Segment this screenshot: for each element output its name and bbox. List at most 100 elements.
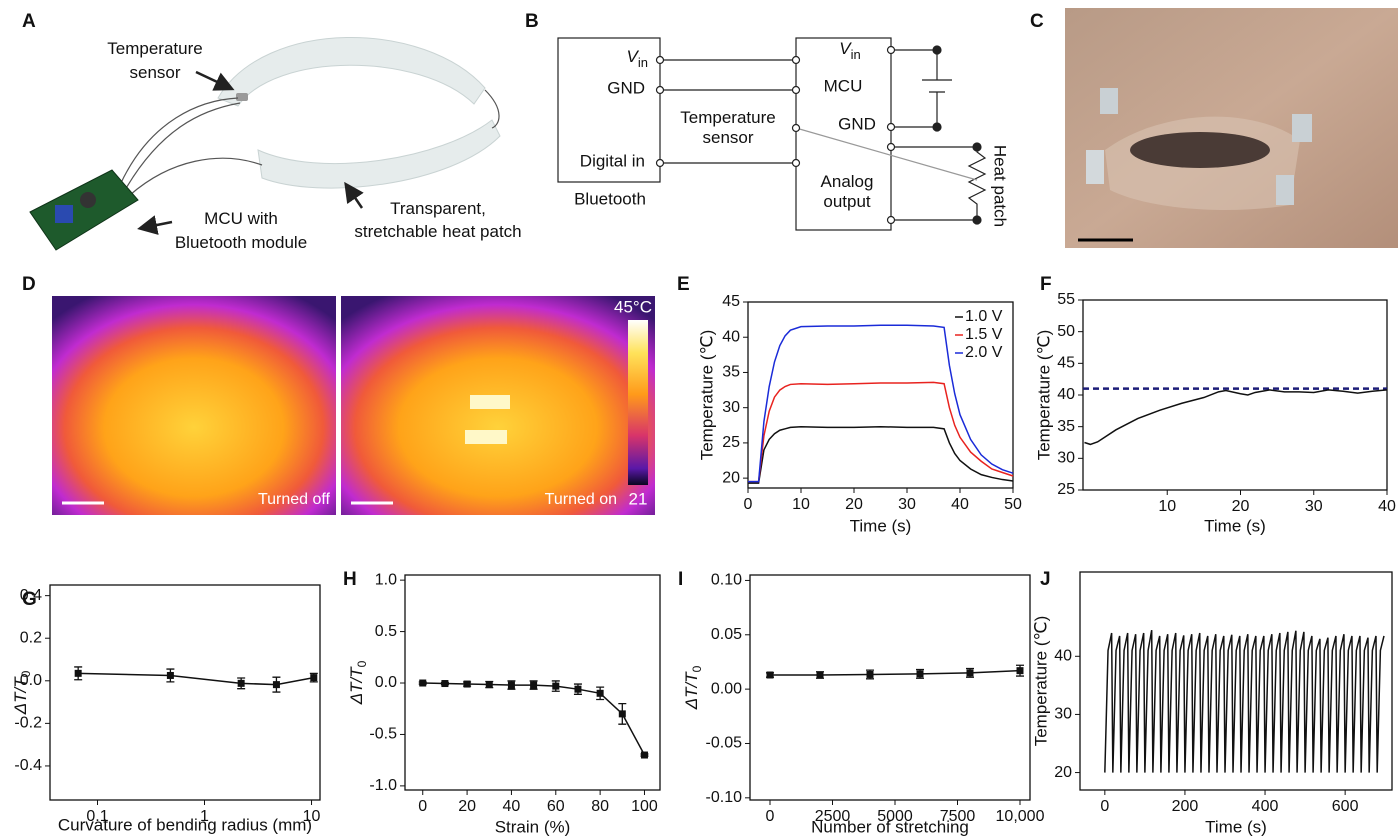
x-axis-label: Time (s) <box>1204 516 1266 535</box>
annotation-line: sensor <box>129 63 180 82</box>
battery <box>80 192 96 208</box>
data-point <box>967 669 974 676</box>
x-tick-label: 40 <box>1378 498 1396 515</box>
data-point <box>530 682 537 689</box>
data-point <box>1017 667 1024 674</box>
x-tick-label: 0 <box>1100 798 1109 815</box>
eye <box>1130 132 1270 168</box>
y-axis-label: ΔT/T0 <box>347 660 369 705</box>
data-point <box>419 680 426 687</box>
data-line <box>748 382 1013 481</box>
x-tick-label: 50 <box>1004 496 1022 513</box>
y-tick-label: 40 <box>1057 386 1075 403</box>
x-tick-label: 100 <box>631 798 658 815</box>
electrode <box>1292 114 1312 142</box>
y-axis-label-sub: 0 <box>19 670 33 677</box>
panel-label: C <box>1030 11 1044 32</box>
label-line: sensor <box>702 128 753 147</box>
panel-label: B <box>525 11 539 32</box>
x-tick-label: 0 <box>418 798 427 815</box>
arrow <box>196 72 230 88</box>
y-axis-label-sub: 0 <box>355 660 369 667</box>
y-axis-label-sub: 0 <box>690 665 704 672</box>
chart: I025005000750010,000-0.10-0.050.000.050.… <box>678 569 1045 836</box>
component-label: Temperaturesensor <box>680 108 775 147</box>
annotation-line: Temperature <box>107 39 202 58</box>
y-tick-label: 35 <box>1057 418 1075 435</box>
x-tick-label: 0 <box>744 496 753 513</box>
data-point <box>574 686 581 693</box>
x-axis-label: Time (s) <box>850 516 912 535</box>
legend-label: 1.0 V <box>965 308 1003 325</box>
y-tick-label: 30 <box>722 399 740 416</box>
panel-label: J <box>1040 569 1051 590</box>
data-line <box>1105 630 1384 772</box>
x-tick-label: 10 <box>792 496 810 513</box>
chart: G0.1110-0.4-0.20.00.20.4Curvature of ben… <box>11 585 320 834</box>
y-tick-label: 35 <box>722 364 740 381</box>
panel-label: H <box>343 569 357 590</box>
y-tick-label: -0.2 <box>14 715 42 732</box>
y-tick-label: 0.00 <box>711 680 742 697</box>
y-tick-label: -1.0 <box>369 777 397 794</box>
pin-label: Vin <box>839 39 860 62</box>
y-tick-label: 55 <box>1057 291 1075 308</box>
data-point <box>552 683 559 690</box>
plot-frame <box>750 575 1030 800</box>
label-line: Analog <box>821 172 874 191</box>
heat-patch-lower <box>258 120 500 188</box>
panel-label: E <box>677 274 690 295</box>
panel-a: A Temperature sensor MCU withBluetooth mo… <box>22 11 522 252</box>
legend-label: 2.0 V <box>965 344 1003 361</box>
x-tick-label: 400 <box>1252 798 1279 815</box>
y-tick-label: 25 <box>1057 481 1075 498</box>
x-tick-label: 40 <box>503 798 521 815</box>
y-tick-label: 20 <box>722 469 740 486</box>
image-caption: Turned on <box>545 491 617 508</box>
y-axis-label: ΔT/T0 <box>11 670 33 715</box>
label-line: Temperature <box>680 108 775 127</box>
x-tick-label: 20 <box>1232 498 1250 515</box>
panel-label: I <box>678 569 683 590</box>
subscript: in <box>638 55 648 70</box>
annotation: Temperature sensor <box>107 39 202 82</box>
heat-patch-upper <box>218 37 485 106</box>
annotation: Transparent,stretchable heat patch <box>354 199 521 241</box>
junctions <box>933 46 981 224</box>
arrow <box>142 222 172 228</box>
data-point <box>486 681 493 688</box>
panel-c: C <box>1030 8 1398 248</box>
x-tick-label: 0 <box>766 808 775 825</box>
x-tick-label: 10 <box>1158 498 1176 515</box>
image-caption: Turned off <box>258 491 331 508</box>
plot-frame <box>1083 300 1387 490</box>
panel-label: A <box>22 11 36 32</box>
bluetooth-module <box>55 205 73 223</box>
y-tick-label: 45 <box>722 293 740 310</box>
sensor-chip <box>236 93 248 101</box>
data-point <box>597 690 604 697</box>
arrow <box>347 186 362 208</box>
data-point <box>767 672 774 679</box>
hot-patch <box>470 395 510 409</box>
pin-label: GND <box>607 78 645 97</box>
electrode <box>1276 175 1294 205</box>
y-tick-label: 0.2 <box>20 629 42 646</box>
x-tick-label: 40 <box>951 496 969 513</box>
x-tick-label: 30 <box>898 496 916 513</box>
data-point <box>75 670 82 677</box>
x-tick-label: 30 <box>1305 498 1323 515</box>
y-tick-label: -0.4 <box>14 757 42 774</box>
annotation-line: MCU with <box>204 209 278 228</box>
y-tick-label: 45 <box>1057 355 1075 372</box>
y-tick-label: 0.5 <box>375 623 397 640</box>
x-axis-label: Strain (%) <box>495 817 571 836</box>
x-axis-label: Curvature of bending radius (mm) <box>58 815 312 834</box>
x-tick-label: 10,000 <box>996 808 1045 825</box>
data-point <box>817 672 824 679</box>
annotation-line: stretchable heat patch <box>354 222 521 241</box>
pin-label: GND <box>838 114 876 133</box>
